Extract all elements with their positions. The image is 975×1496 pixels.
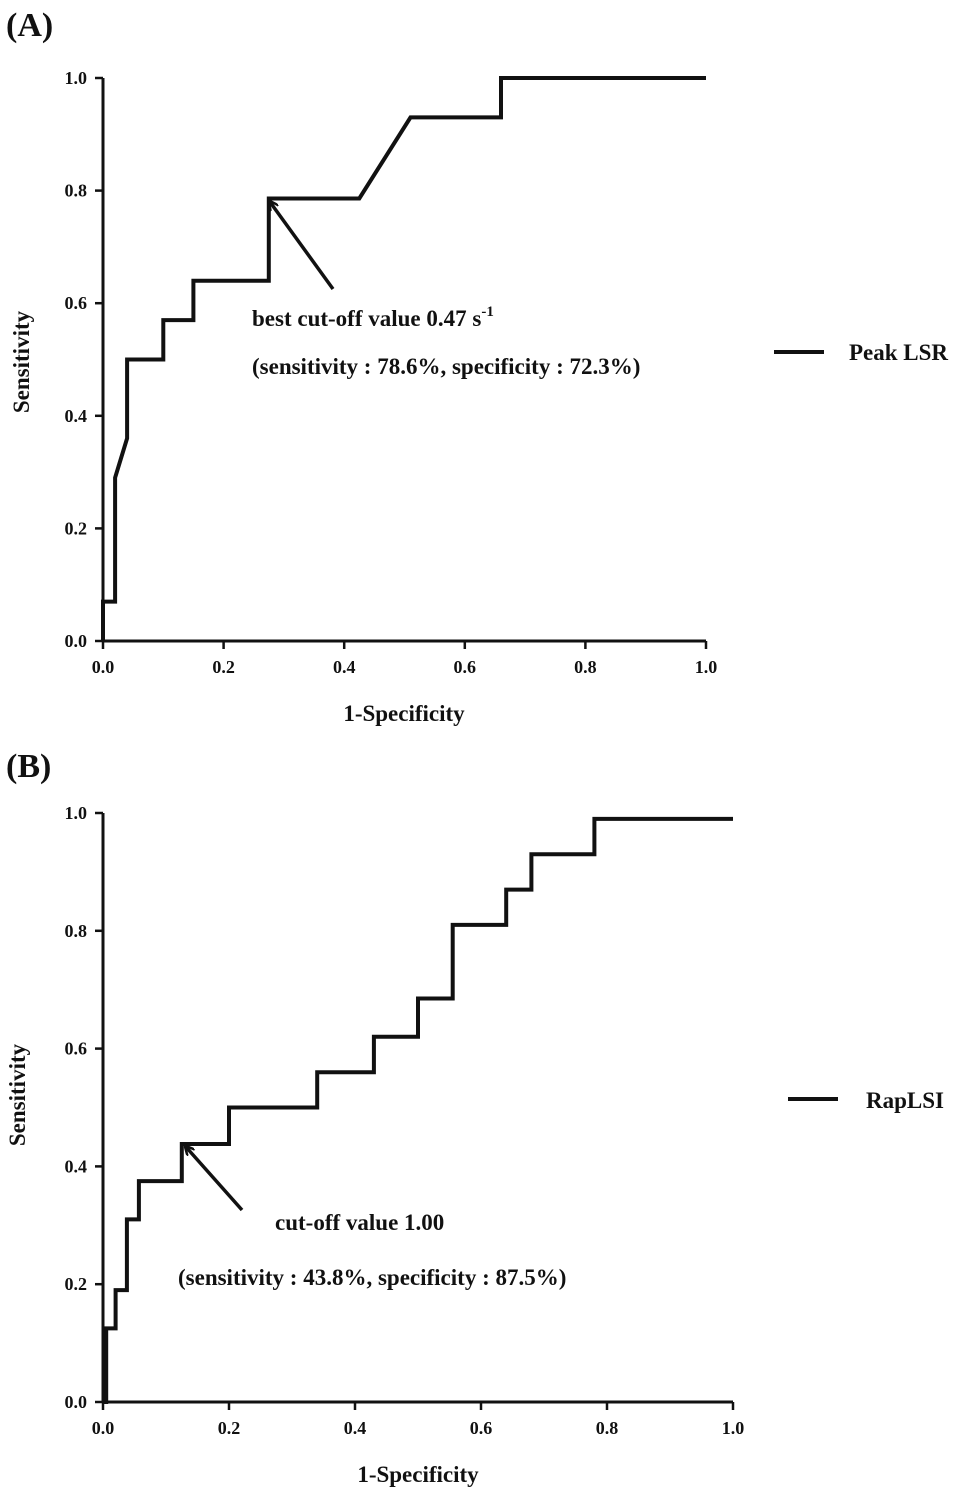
x-tick-label: 0.2 (212, 657, 235, 677)
panel-a-annotation-line2: (sensitivity : 78.6%, specificity : 72.3… (252, 354, 640, 379)
panel-b-y-axis-title: Sensitivity (5, 1043, 30, 1146)
y-tick-label: 1.0 (65, 68, 88, 88)
panel-a-legend: Peak LSR (774, 340, 948, 365)
y-tick-label: 0.8 (65, 181, 88, 201)
panel-a-y-ticks: 0.0 0.2 0.4 0.6 0.8 1.0 (65, 68, 103, 651)
panel-a-x-axis-title: 1-Specificity (343, 701, 465, 726)
panel-b-annotation-text: cut-off value 1.00 (275, 1210, 444, 1235)
x-tick-label: 0.4 (333, 657, 356, 677)
panel-a-annotation-text: best cut-off value 0.47 s (252, 306, 481, 331)
panel-b-legend: RapLSI (788, 1088, 944, 1113)
x-tick-label: 0.8 (596, 1418, 619, 1438)
y-tick-label: 0.2 (65, 518, 88, 538)
y-tick-label: 0.6 (65, 293, 88, 313)
panel-b-label: (B) (6, 748, 51, 785)
panel-b-x-ticks: 0.0 0.2 0.4 0.6 0.8 1.0 (92, 1402, 745, 1438)
y-tick-label: 1.0 (65, 803, 88, 823)
x-tick-label: 0.4 (344, 1418, 367, 1438)
panel-b-roc-curve (103, 816, 733, 1404)
y-tick-label: 0.0 (65, 631, 88, 651)
y-tick-label: 0.0 (65, 1392, 88, 1412)
panel-b-x-axis-title: 1-Specificity (357, 1462, 479, 1487)
x-tick-label: 0.0 (92, 657, 115, 677)
panel-b-annotation-arrow (186, 1147, 244, 1212)
panel-b-annotation-line1: cut-off value 1.00 (275, 1210, 444, 1235)
panel-a-x-ticks: 0.0 0.2 0.4 0.6 0.8 1.0 (92, 641, 718, 677)
panel-b-legend-label: RapLSI (866, 1088, 944, 1113)
x-tick-label: 0.2 (218, 1418, 241, 1438)
panel-a-annotation-arrow (270, 202, 335, 291)
panel-a-label: (A) (6, 7, 53, 44)
x-tick-label: 1.0 (722, 1418, 745, 1438)
x-tick-label: 0.6 (454, 657, 477, 677)
panel-a: (A) 0.0 0.2 0.4 0.6 0.8 1.0 0.0 0.2 0.4 0.6 0.8 1.… (6, 7, 948, 726)
y-tick-label: 0.8 (65, 921, 88, 941)
panel-a-legend-label: Peak LSR (849, 340, 948, 365)
panel-a-y-axis-title: Sensitivity (9, 310, 34, 413)
panel-a-annotation-line1: best cut-off value 0.47 s-1 (252, 304, 494, 331)
panel-a-annotation-superscript: -1 (481, 304, 494, 320)
y-tick-label: 0.4 (65, 1156, 88, 1176)
panel-b: (B) 0.0 0.2 0.4 0.6 0.8 1.0 0.0 0.2 0.4 0.6 0.8 1.… (5, 748, 944, 1487)
panel-b-axes: 0.0 0.2 0.4 0.6 0.8 1.0 0.0 0.2 0.4 0.6 0.8 1.0 (65, 803, 745, 1438)
x-tick-label: 0.0 (92, 1418, 115, 1438)
x-tick-label: 0.6 (470, 1418, 493, 1438)
panel-b-y-ticks: 0.0 0.2 0.4 0.6 0.8 1.0 (65, 803, 103, 1412)
panel-a-axes: 0.0 0.2 0.4 0.6 0.8 1.0 0.0 0.2 0.4 0.6 0.8 1.0 (65, 68, 718, 677)
y-tick-label: 0.4 (65, 406, 88, 426)
x-tick-label: 0.8 (574, 657, 597, 677)
y-tick-label: 0.2 (65, 1274, 88, 1294)
panel-a-roc-curve (101, 76, 706, 641)
y-tick-label: 0.6 (65, 1039, 88, 1059)
panel-b-annotation-line2: (sensitivity : 43.8%, specificity : 87.5… (178, 1265, 566, 1290)
x-tick-label: 1.0 (695, 657, 718, 677)
